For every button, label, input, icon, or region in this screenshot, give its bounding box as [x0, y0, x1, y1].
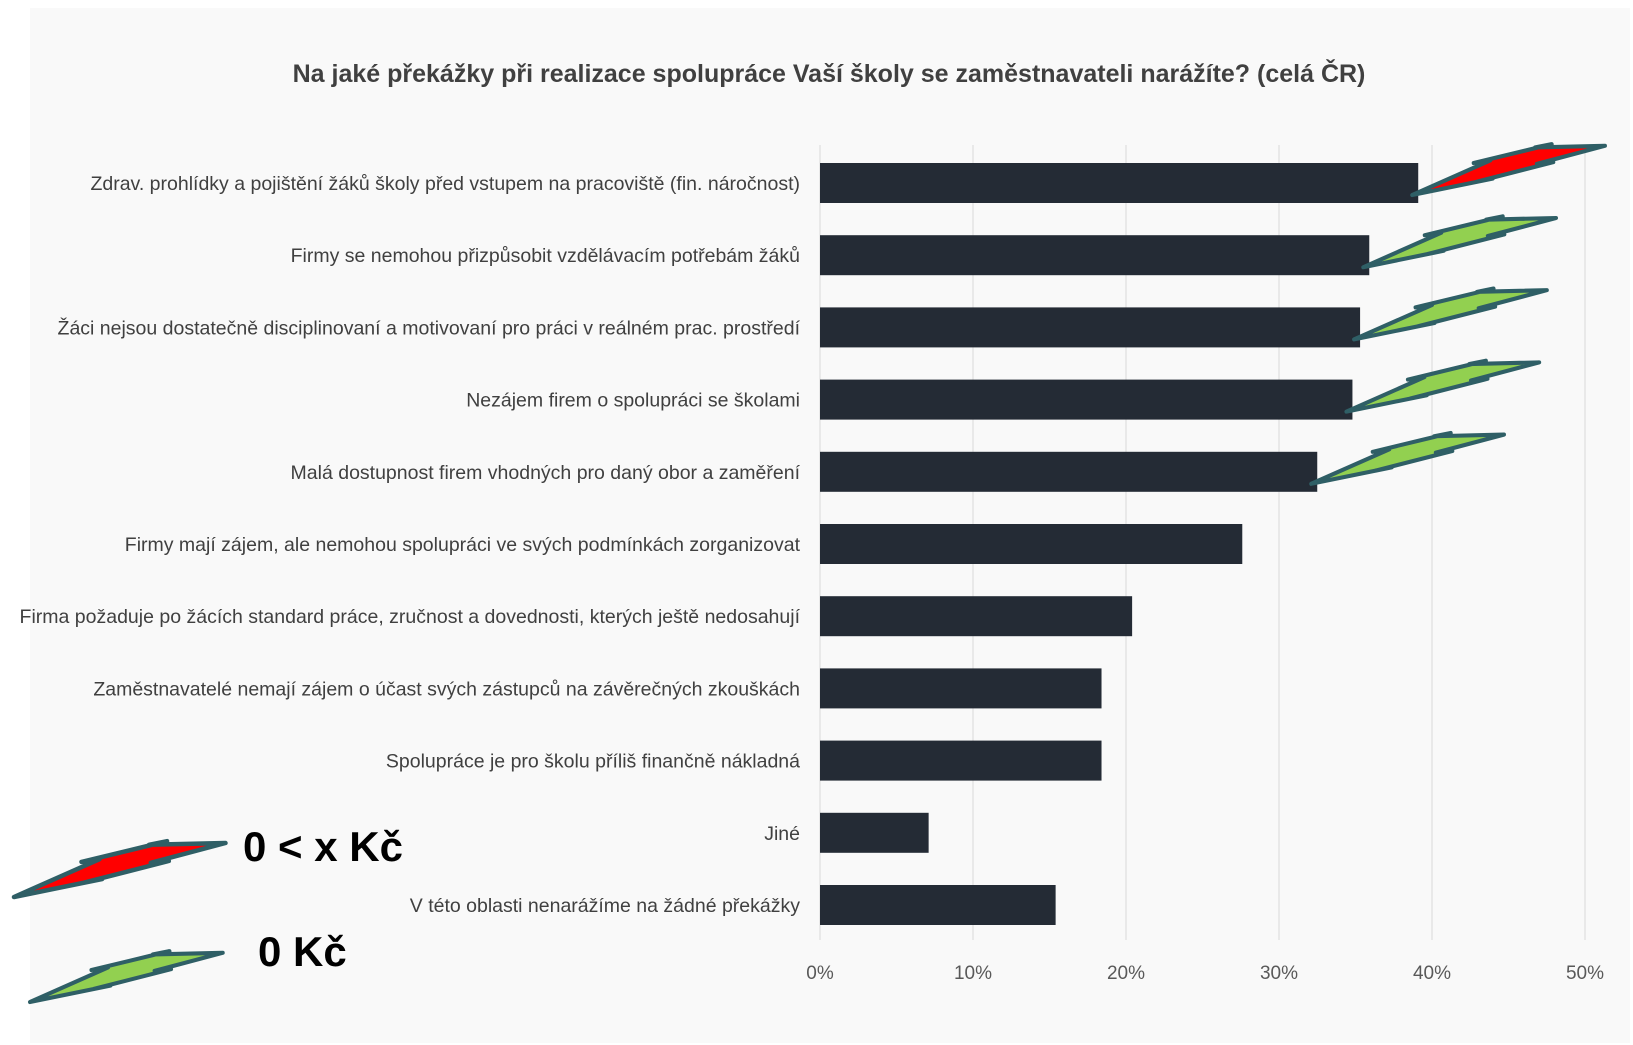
category-label: Spolupráce je pro školu příliš finančně …: [386, 751, 800, 773]
category-label: Firmy mají zájem, ale nemohou spolupráci…: [125, 534, 801, 556]
bar: [820, 885, 1056, 925]
x-tick-label: 30%: [1260, 963, 1298, 984]
x-tick-label: 0%: [806, 963, 834, 984]
x-axis-ticks: 0% 10% 20% 30% 40% 50%: [806, 963, 1604, 984]
green-lightning-icon: [27, 949, 225, 1005]
bar: [820, 307, 1361, 348]
category-label: V této oblasti nenarážíme na žádné překá…: [410, 895, 800, 917]
category-label: Firmy se nemohou přizpůsobit vzdělávacím…: [291, 245, 800, 267]
bar: [820, 163, 1419, 203]
x-tick-label: 10%: [954, 963, 992, 984]
bar: [820, 812, 929, 853]
green-lightning-icon: [1352, 286, 1549, 342]
bar: [820, 524, 1243, 564]
category-labels: Zdrav. prohlídky a pojištění žáků školy …: [20, 173, 801, 917]
legend-label: 0 < x Kč: [243, 823, 403, 870]
chart-title: Na jaké překážky při realizace spoluprác…: [293, 58, 1366, 88]
legend-label: 0 Kč: [258, 928, 347, 975]
x-tick-label: 40%: [1413, 963, 1451, 984]
bar: [820, 451, 1318, 492]
category-label: Zaměstnavatelé nemají zájem o účast svýc…: [93, 678, 800, 700]
legend: 0 < x Kč 0 Kč: [11, 823, 403, 1005]
category-label: Malá dostupnost firem vhodných pro daný …: [291, 462, 801, 484]
bar: [820, 235, 1370, 276]
bar: [820, 379, 1353, 420]
green-lightning-icon: [1344, 358, 1542, 414]
x-tick-label: 20%: [1107, 963, 1145, 984]
category-label: Firma požaduje po žácích standard práce,…: [20, 606, 801, 628]
bar: [820, 740, 1102, 781]
green-lightning-icon: [1309, 430, 1506, 486]
red-lightning-icon: [11, 838, 228, 900]
red-lightning-icon: [1410, 142, 1607, 198]
category-label: Jiné: [764, 823, 800, 845]
category-label: Zdrav. prohlídky a pojištění žáků školy …: [90, 173, 800, 195]
bars: [820, 163, 1419, 925]
bar: [820, 668, 1102, 709]
green-lightning-icon: [1361, 214, 1559, 270]
bar: [820, 596, 1133, 637]
bolt-markers: [1309, 142, 1607, 486]
category-label: Nezájem firem o spolupráci se školami: [466, 390, 800, 412]
category-label: Žáci nejsou dostatečně disciplinovaní a …: [58, 316, 801, 339]
x-tick-label: 50%: [1566, 963, 1604, 984]
